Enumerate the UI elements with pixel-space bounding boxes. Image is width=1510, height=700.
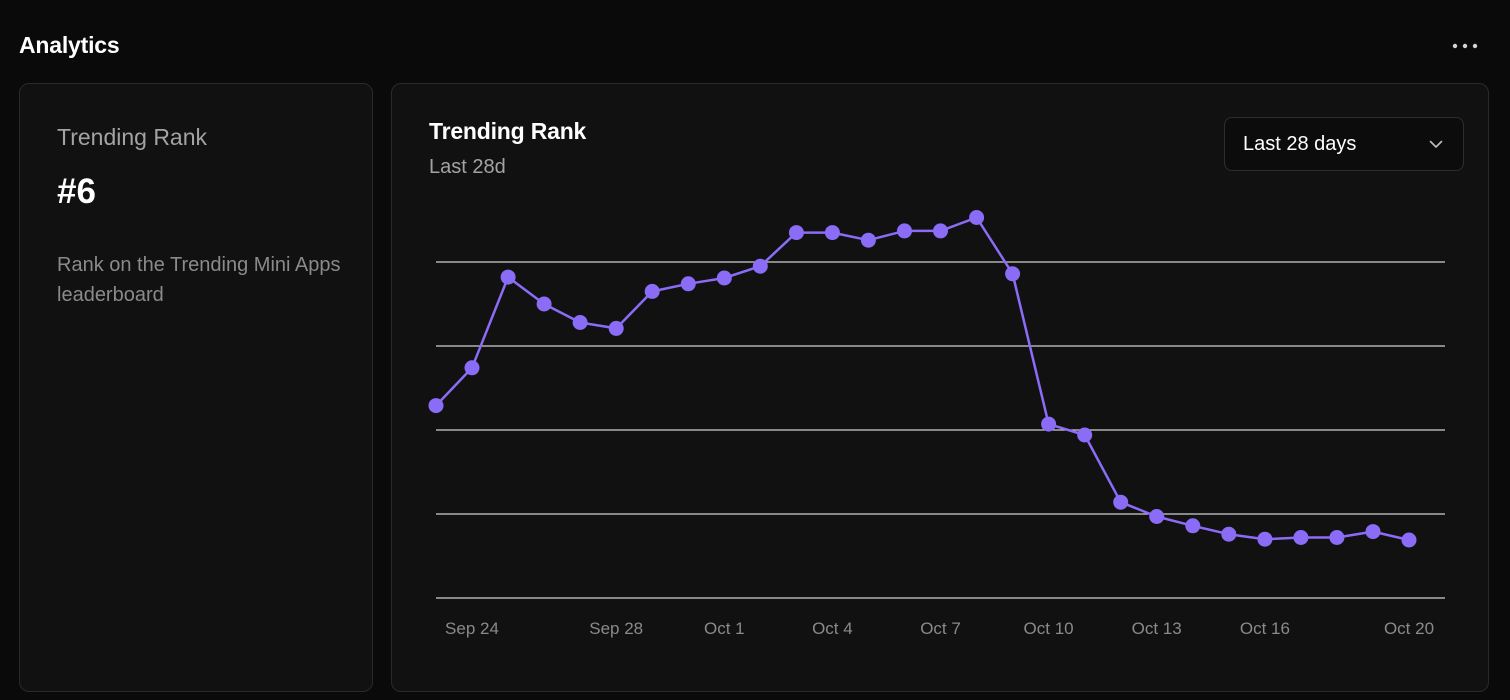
- x-tick-label: Oct 20: [1384, 619, 1434, 638]
- data-point[interactable]: [860, 232, 876, 248]
- data-point[interactable]: [1293, 530, 1309, 545]
- data-point[interactable]: [752, 258, 768, 274]
- x-tick-label: Oct 7: [920, 619, 961, 638]
- series-line: [435, 216, 1410, 542]
- summary-card: Trending Rank #6 Rank on the Trending Mi…: [19, 83, 373, 692]
- data-point[interactable]: [1005, 266, 1021, 282]
- x-tick-label: Oct 1: [704, 619, 745, 638]
- stat-value: #6: [57, 172, 96, 211]
- data-point[interactable]: [536, 296, 552, 312]
- data-point[interactable]: [572, 315, 588, 330]
- x-tick-label: Sep 24: [445, 619, 499, 638]
- data-point[interactable]: [1329, 530, 1345, 545]
- date-range-selected: Last 28 days: [1243, 132, 1357, 155]
- data-point[interactable]: [608, 320, 624, 336]
- data-point[interactable]: [644, 283, 660, 299]
- data-point[interactable]: [897, 223, 912, 239]
- more-horizontal-icon: [1452, 43, 1478, 49]
- data-point[interactable]: [1149, 509, 1165, 524]
- data-point[interactable]: [716, 270, 732, 286]
- data-point[interactable]: [1221, 526, 1237, 542]
- data-point[interactable]: [1257, 531, 1273, 547]
- data-point[interactable]: [788, 225, 804, 241]
- x-tick-label: Oct 13: [1132, 619, 1182, 638]
- section-title: Analytics: [19, 32, 120, 58]
- stat-label: Trending Rank: [57, 124, 208, 150]
- data-point[interactable]: [680, 276, 696, 292]
- data-point[interactable]: [428, 398, 444, 414]
- date-range-select[interactable]: Last 28 days: [1224, 117, 1464, 171]
- data-point[interactable]: [1113, 494, 1129, 510]
- x-tick-label: Oct 16: [1240, 619, 1290, 638]
- x-tick-label: Sep 28: [589, 619, 643, 638]
- chart-subtitle: Last 28d: [429, 156, 506, 178]
- more-options-button[interactable]: [1446, 32, 1484, 60]
- data-point[interactable]: [1077, 427, 1093, 443]
- data-point[interactable]: [1401, 532, 1417, 548]
- chart-title: Trending Rank: [429, 118, 587, 144]
- data-point[interactable]: [824, 225, 840, 241]
- stat-description: Rank on the Trending Mini Apps leaderboa…: [57, 254, 341, 306]
- x-tick-label: Oct 10: [1024, 619, 1074, 638]
- chart-card: Trending Rank Last 28d Last 28 days Sep …: [391, 83, 1489, 692]
- trending-rank-chart: Sep 24 Sep 28 Oct 1 Oct 4 Oct 7 Oct 10 Oct 13 O…: [428, 210, 1445, 638]
- data-point[interactable]: [969, 210, 985, 225]
- data-point[interactable]: [1185, 518, 1201, 534]
- chevron-down-icon: [1429, 140, 1443, 148]
- data-point[interactable]: [933, 223, 948, 239]
- data-point[interactable]: [500, 269, 516, 285]
- data-point[interactable]: [1365, 524, 1381, 540]
- x-tick-label: Oct 4: [812, 619, 853, 638]
- data-point[interactable]: [1041, 416, 1057, 432]
- data-point[interactable]: [464, 360, 480, 376]
